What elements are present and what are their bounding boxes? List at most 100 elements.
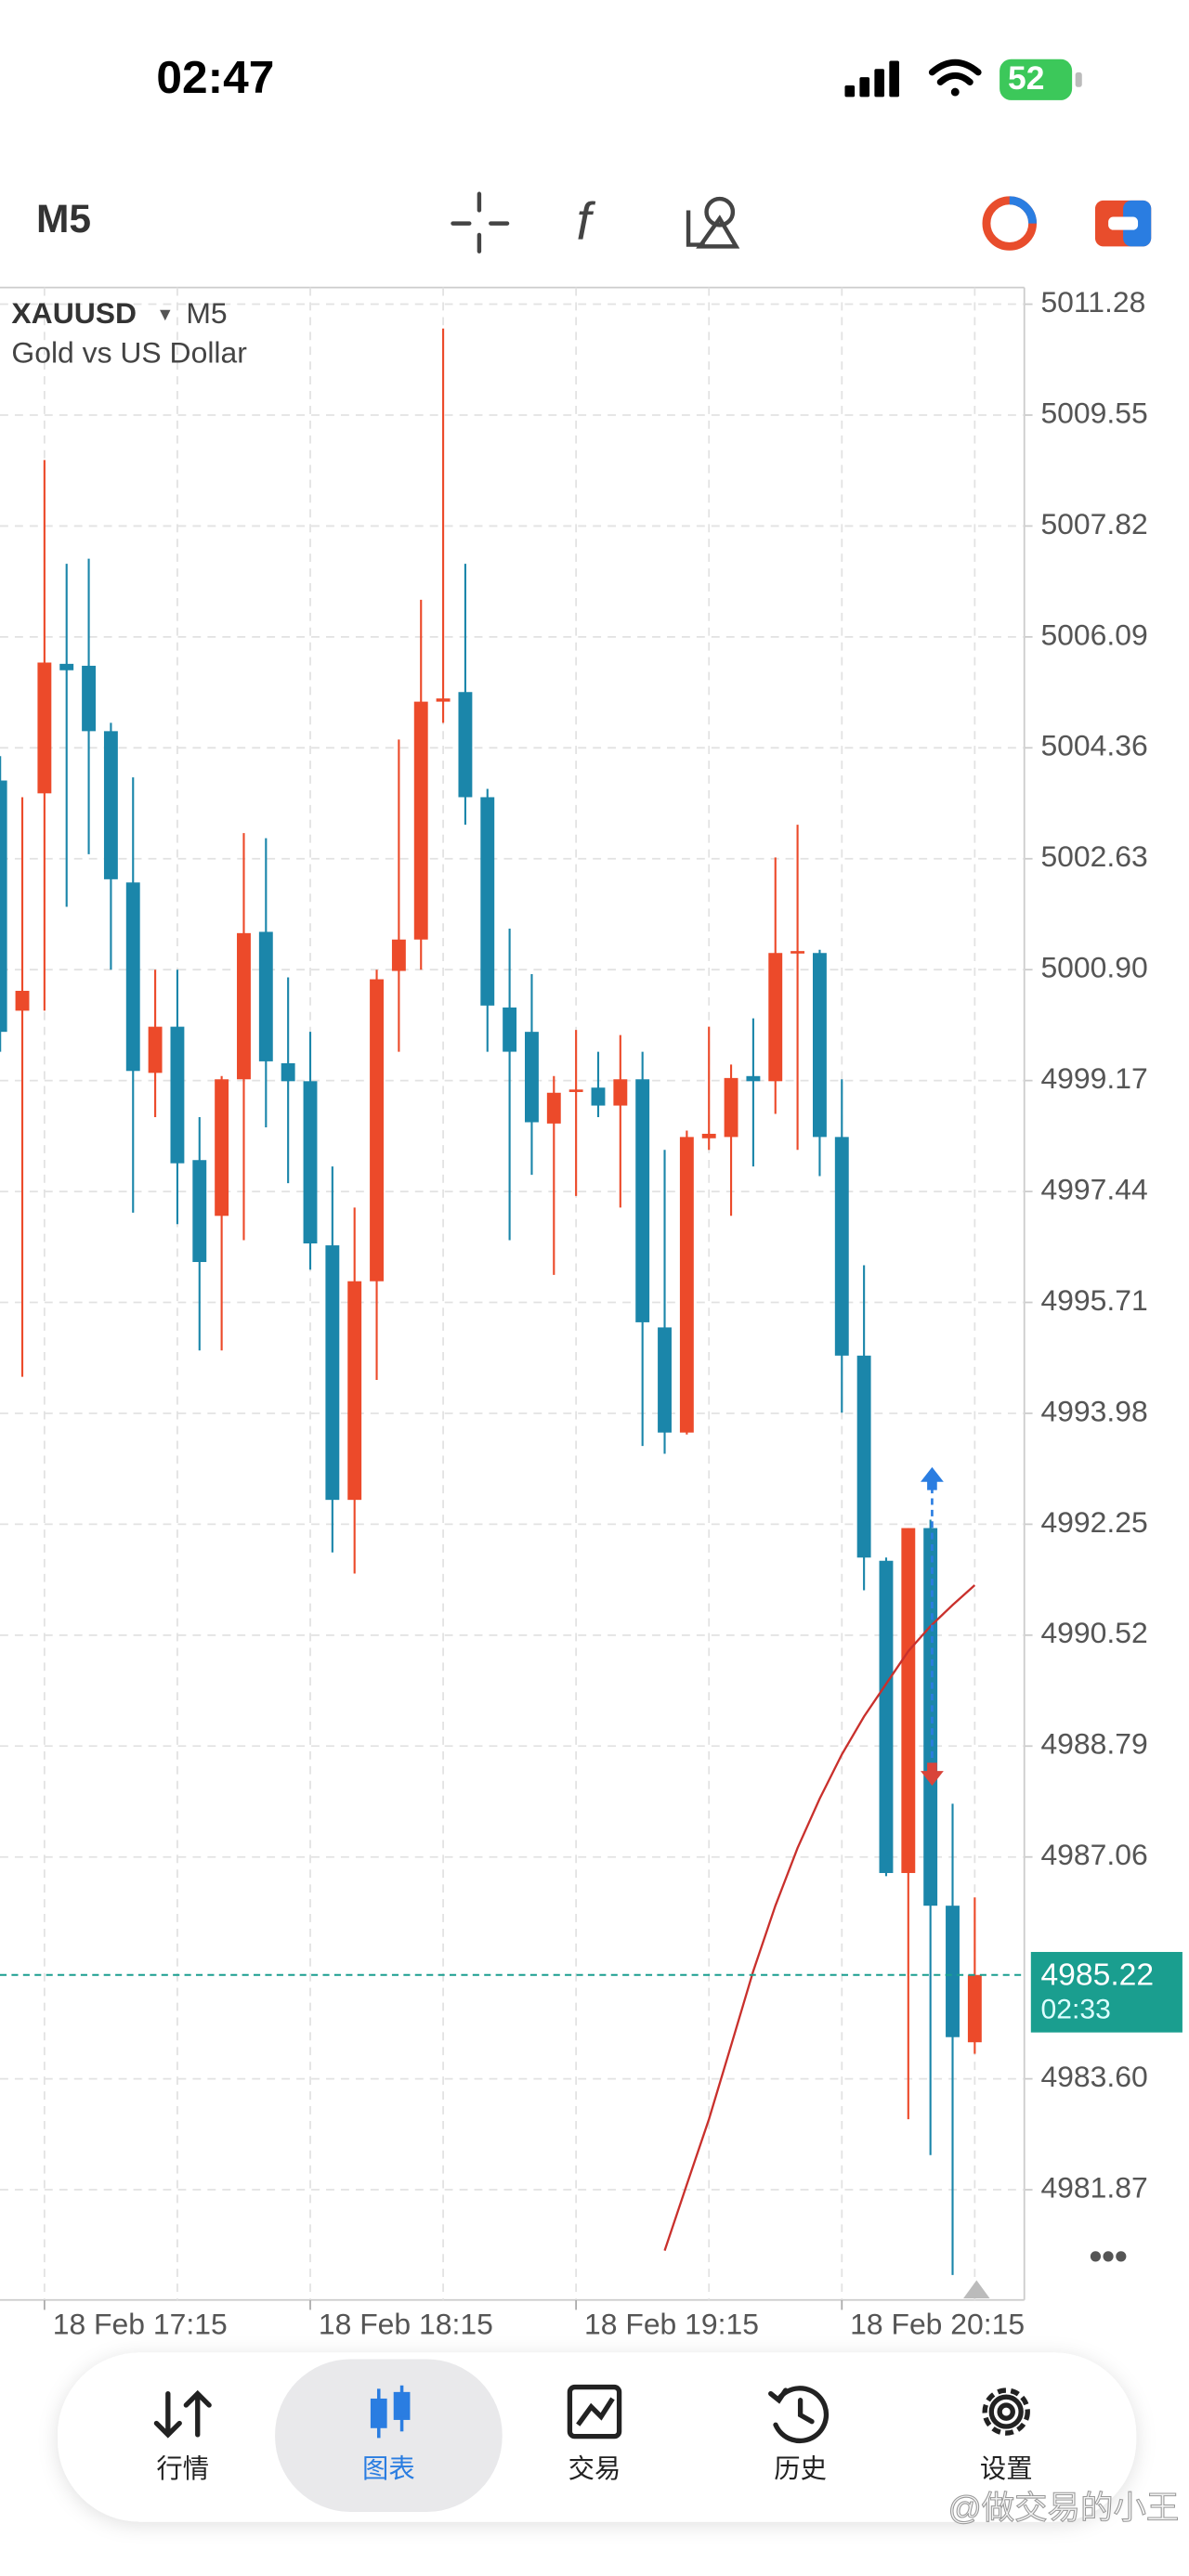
y-tick-label: 4997.44 — [1040, 1173, 1147, 1206]
candle-body — [967, 1974, 982, 2043]
candle-body — [0, 780, 7, 1033]
more-button[interactable]: ••• — [1090, 2237, 1128, 2277]
sell-arrow — [921, 1763, 944, 1787]
y-tick-label: 5007.82 — [1040, 507, 1147, 540]
candle-body — [901, 1528, 916, 1873]
candle-body — [413, 701, 428, 940]
chart-subtitle: Gold vs US Dollar — [11, 336, 247, 370]
candle-body — [546, 1092, 561, 1124]
candle-body — [503, 1007, 517, 1052]
candle-body — [812, 953, 827, 1138]
candle-body — [768, 953, 783, 1082]
watermark: @做交易的小王 — [948, 2490, 1180, 2527]
candle-body — [834, 1137, 849, 1356]
chart-icon[interactable] — [370, 2385, 411, 2439]
y-tick-label: 5004.36 — [1040, 729, 1147, 762]
candle-body — [125, 882, 140, 1072]
candle-body — [679, 1137, 694, 1433]
candle-body — [701, 1133, 716, 1138]
symbol[interactable]: XAUUSD — [11, 296, 137, 330]
candle-body — [258, 931, 273, 1061]
candle-body — [192, 1160, 207, 1263]
candle-body — [37, 662, 52, 794]
symbol-dropdown[interactable]: ▾ — [160, 302, 171, 326]
candle-body — [82, 665, 97, 732]
battery-level: 52 — [1008, 59, 1044, 97]
candle-body — [103, 731, 118, 879]
scroll-marker — [963, 2280, 990, 2299]
current-price-box — [1030, 1951, 1182, 2033]
nav-settings[interactable]: 设置 — [980, 2454, 1033, 2484]
candle-body — [215, 1079, 229, 1216]
y-tick-label: 5011.28 — [1040, 285, 1145, 319]
y-tick-label: 5009.55 — [1040, 396, 1147, 429]
wifi-icon — [928, 59, 982, 97]
candle-body — [347, 1281, 362, 1501]
crosshair-button[interactable] — [451, 191, 510, 254]
trade-button[interactable] — [1094, 200, 1152, 247]
current-price-label: 4985.22 — [1040, 1958, 1154, 1992]
nav-quotes[interactable]: 行情 — [156, 2454, 209, 2484]
candle-body — [946, 1906, 960, 2037]
candle-body — [790, 951, 805, 954]
settings-icon[interactable] — [982, 2387, 1030, 2436]
nav-trade[interactable]: 交易 — [568, 2454, 621, 2484]
objects-button[interactable] — [686, 196, 740, 249]
candle-body — [458, 692, 473, 798]
candle-body — [613, 1079, 628, 1106]
candle-body — [391, 939, 406, 971]
candle-body — [148, 1026, 163, 1073]
indicators-button[interactable]: f — [576, 192, 595, 251]
candle-body — [746, 1075, 761, 1082]
candle-body — [591, 1087, 606, 1106]
candle-body — [879, 1560, 894, 1873]
candle-body — [170, 1026, 185, 1164]
candle-body — [281, 1062, 295, 1082]
trade-icon[interactable] — [567, 2384, 622, 2439]
quotes-icon[interactable] — [153, 2389, 212, 2439]
nav-active-bg — [275, 2359, 503, 2513]
nav-chart[interactable]: 图表 — [362, 2454, 415, 2484]
account-button[interactable] — [982, 196, 1038, 251]
candle-body — [658, 1327, 672, 1433]
candle-body — [325, 1245, 340, 1501]
x-tick-label: 18 Feb 20:15 — [850, 2308, 1025, 2341]
y-tick-label: 4995.71 — [1040, 1283, 1147, 1317]
candle-body — [59, 663, 74, 670]
y-tick-label: 4999.17 — [1040, 1061, 1147, 1095]
candle-body — [724, 1077, 738, 1138]
x-tick-label: 18 Feb 18:15 — [319, 2308, 493, 2341]
buy-arrow — [921, 1466, 944, 1490]
y-tick-label: 4990.52 — [1040, 1616, 1147, 1649]
candle-body — [480, 797, 495, 1006]
candle-body — [635, 1079, 650, 1322]
y-tick-label: 4983.60 — [1040, 2060, 1147, 2093]
chart-timeframe: M5 — [186, 296, 227, 330]
candle-body — [15, 990, 30, 1011]
candle-body — [856, 1355, 871, 1558]
y-tick-label: 4993.98 — [1040, 1394, 1147, 1427]
x-tick-label: 18 Feb 17:15 — [53, 2308, 228, 2341]
y-tick-label: 5006.09 — [1040, 618, 1147, 651]
candle-body — [923, 1528, 938, 1906]
battery-tip — [1075, 72, 1082, 87]
nav-history[interactable]: 历史 — [774, 2454, 827, 2484]
candle-body — [568, 1089, 583, 1092]
candle-body — [370, 979, 384, 1281]
y-tick-label: 5002.63 — [1040, 839, 1147, 873]
timeframe-button[interactable]: M5 — [36, 198, 91, 241]
candle-body — [303, 1081, 318, 1243]
y-tick-label: 4988.79 — [1040, 1727, 1147, 1761]
y-tick-label: 4992.25 — [1040, 1505, 1147, 1539]
candle-body — [525, 1032, 539, 1123]
signal-icon — [844, 60, 899, 98]
y-tick-label: 4987.06 — [1040, 1838, 1147, 1871]
overlay-line — [663, 1584, 976, 2251]
candle-body — [237, 932, 251, 1080]
battery — [1000, 59, 1073, 100]
history-icon[interactable] — [768, 2386, 830, 2444]
candle-body — [436, 698, 451, 702]
status-time: 02:47 — [156, 51, 274, 103]
